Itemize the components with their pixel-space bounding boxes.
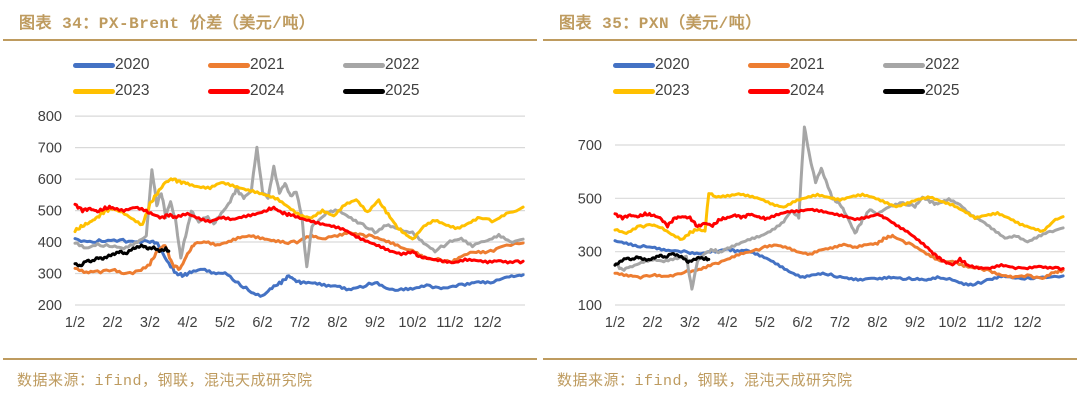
x-tick-label: 11/2 <box>436 315 463 331</box>
series-line-2024 <box>613 207 1065 271</box>
chart-legend: 2020 2021 2022 2023 2024 2025 <box>613 54 1077 102</box>
x-tick-label: 1/2 <box>605 315 625 331</box>
legend-label-2021: 2021 <box>250 56 285 73</box>
legend-swatch-2025 <box>883 88 925 94</box>
panel-px-brent-spread: 图表 34：PX-Brent 价差（美元/吨） 2020 2021 2022 2023… <box>3 0 537 390</box>
legend-label-2025: 2025 <box>385 82 420 99</box>
x-tick-label: 2/2 <box>642 315 662 331</box>
legend-item-2021: 2021 <box>208 54 343 76</box>
x-tick-label: 5/2 <box>215 315 235 331</box>
series-line-2021 <box>613 233 1065 280</box>
y-tick-label: 400 <box>38 235 62 251</box>
chart-title: 图表 35：PXN（美元/吨） <box>543 0 1077 41</box>
legend-label-2020: 2020 <box>115 56 150 73</box>
x-tick-label: 12/2 <box>1013 315 1041 331</box>
x-tick-label: 7/2 <box>830 315 850 331</box>
legend-swatch-2024 <box>748 88 790 94</box>
legend-item-2020: 2020 <box>73 54 208 76</box>
y-tick-label: 200 <box>38 298 62 314</box>
legend-swatch-2023 <box>613 88 655 94</box>
legend-label-2022: 2022 <box>925 56 960 73</box>
x-tick-label: 2/2 <box>102 315 122 331</box>
legend-item-2023: 2023 <box>73 80 208 102</box>
panel-pxn: 图表 35：PXN（美元/吨） 2020 2021 2022 2023 2024 2025… <box>540 0 1080 402</box>
y-tick-label: 300 <box>578 245 602 261</box>
y-tick-label: 100 <box>578 298 602 314</box>
legend-swatch-2023 <box>73 88 115 94</box>
legend-item-2022: 2022 <box>343 54 478 76</box>
legend-item-2024: 2024 <box>748 80 883 102</box>
legend-swatch-2021 <box>208 62 250 68</box>
px-brent-spread-line-chart: 200 300 400 500 600 700 800 1/2 2/2 3/2 4/2 5/2 6/2 7… <box>38 109 525 331</box>
x-tick-label: 8/2 <box>867 315 887 331</box>
y-tick-label: 300 <box>38 267 62 283</box>
legend-swatch-2020 <box>73 62 115 68</box>
legend-swatch-2021 <box>748 62 790 68</box>
legend-swatch-2022 <box>883 62 925 68</box>
legend-item-2025: 2025 <box>343 80 478 102</box>
x-tick-label: 4/2 <box>717 315 737 331</box>
y-tick-label: 700 <box>38 141 62 157</box>
data-source-note: 数据来源：ifind，钢联，混沌天成研究院 <box>543 358 1077 390</box>
x-tick-label: 11/2 <box>976 315 1003 331</box>
x-tick-label: 1/2 <box>65 315 85 331</box>
legend-label-2021: 2021 <box>790 56 825 73</box>
legend-label-2023: 2023 <box>655 82 690 99</box>
legend-item-2024: 2024 <box>208 80 343 102</box>
series-line-2024 <box>73 202 525 265</box>
y-tick-label: 600 <box>38 172 62 188</box>
x-tick-label: 10/2 <box>938 315 966 331</box>
x-tick-label: 7/2 <box>290 315 310 331</box>
x-tick-label: 6/2 <box>252 315 272 331</box>
pxn-line-chart: 100 300 500 700 1/2 2/2 3/2 4/2 5/2 6/2 7/2 8/2 9/2 1… <box>578 125 1065 331</box>
y-tick-label: 500 <box>578 191 602 207</box>
x-tick-label: 9/2 <box>905 315 925 331</box>
y-tick-label: 700 <box>578 138 602 154</box>
legend-item-2020: 2020 <box>613 54 748 76</box>
x-tick-label: 8/2 <box>327 315 347 331</box>
legend-swatch-2020 <box>613 62 655 68</box>
x-tick-label: 9/2 <box>365 315 385 331</box>
legend-item-2021: 2021 <box>748 54 883 76</box>
x-tick-label: 6/2 <box>792 315 812 331</box>
legend-label-2022: 2022 <box>385 56 420 73</box>
series-line-2025 <box>73 243 171 268</box>
x-tick-label: 12/2 <box>473 315 501 331</box>
legend-item-2022: 2022 <box>883 54 1018 76</box>
legend-item-2025: 2025 <box>883 80 1018 102</box>
series-line-2025 <box>613 252 711 267</box>
legend-label-2025: 2025 <box>925 82 960 99</box>
x-tick-label: 3/2 <box>140 315 160 331</box>
series-line-2020 <box>613 239 1065 287</box>
x-tick-label: 3/2 <box>680 315 700 331</box>
legend-label-2024: 2024 <box>250 82 285 99</box>
x-tick-label: 4/2 <box>177 315 197 331</box>
data-source-note: 数据来源：ifind，钢联，混沌天成研究院 <box>3 358 537 390</box>
legend-item-2023: 2023 <box>613 80 748 102</box>
chart-title: 图表 34：PX-Brent 价差（美元/吨） <box>3 0 537 41</box>
y-tick-label: 500 <box>38 204 62 220</box>
x-tick-label: 5/2 <box>755 315 775 331</box>
legend-swatch-2025 <box>343 88 385 94</box>
legend-swatch-2022 <box>343 62 385 68</box>
legend-label-2023: 2023 <box>115 82 150 99</box>
series-line-2020 <box>73 237 525 298</box>
legend-label-2024: 2024 <box>790 82 825 99</box>
chart-legend: 2020 2021 2022 2023 2024 2025 <box>73 54 537 102</box>
legend-label-2020: 2020 <box>655 56 690 73</box>
series-line-2023 <box>73 177 525 241</box>
series-line-2023 <box>613 192 1065 241</box>
legend-swatch-2024 <box>208 88 250 94</box>
x-tick-label: 10/2 <box>398 315 426 331</box>
y-tick-label: 800 <box>38 109 62 125</box>
